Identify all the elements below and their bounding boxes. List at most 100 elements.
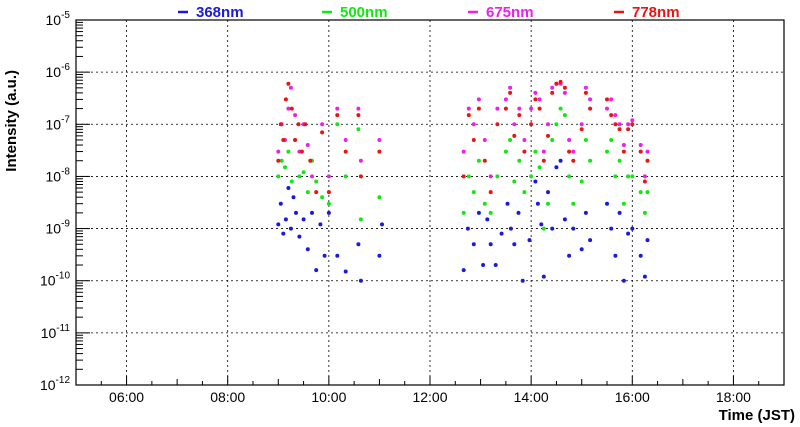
data-point-368nm [539, 222, 544, 227]
x-tick-label: 12:00 [412, 389, 447, 405]
data-point-500nm [558, 106, 563, 111]
data-point-500nm [326, 201, 331, 206]
data-point-368nm [380, 222, 384, 227]
data-point-500nm [508, 138, 513, 142]
data-point-675nm [517, 106, 522, 111]
data-point-368nm [493, 263, 498, 267]
data-point-500nm [554, 122, 559, 127]
data-point-778nm [283, 97, 288, 102]
data-point-675nm [522, 138, 527, 142]
data-point-675nm [335, 106, 340, 111]
data-point-675nm [571, 149, 576, 154]
data-point-675nm [326, 174, 331, 179]
data-point-368nm [485, 217, 490, 222]
data-point-778nm [621, 149, 626, 154]
data-point-778nm [503, 106, 508, 111]
x-tick-label: 06:00 [109, 389, 144, 405]
data-point-500nm [645, 190, 650, 195]
legend-label: 675nm [486, 4, 534, 21]
data-point-368nm [358, 278, 363, 283]
data-point-778nm [281, 138, 286, 142]
data-point-500nm [609, 138, 614, 142]
data-point-778nm [466, 113, 471, 118]
data-point-675nm [310, 174, 314, 179]
data-point-368nm [318, 222, 323, 227]
data-point-368nm [645, 238, 650, 243]
data-point-675nm [617, 122, 622, 127]
data-point-778nm [609, 113, 614, 118]
data-point-500nm [358, 217, 363, 222]
data-point-675nm [461, 149, 466, 154]
data-point-368nm [291, 195, 296, 200]
data-point-368nm [535, 201, 540, 206]
y-tick-labels: 10-12 10-11 10-10 10-9 10-8 10-7 10-6 10-5 [40, 10, 70, 393]
data-point-675nm [642, 174, 647, 179]
data-point-500nm [642, 210, 647, 215]
data-point-675nm [645, 149, 650, 154]
data-point-368nm [626, 231, 631, 236]
data-point-675nm [583, 85, 588, 90]
legend: 368nm 500nm 675nm 778nm [178, 4, 680, 21]
data-point-368nm [356, 242, 361, 247]
data-point-368nm [516, 210, 521, 215]
x-tick-label: 18:00 [716, 389, 751, 405]
data-point-500nm [630, 174, 635, 179]
grid [76, 20, 784, 385]
y-axis-title: Intensity (a.u.) [3, 70, 20, 172]
data-point-778nm [642, 179, 647, 184]
y-tick-label: 10-8 [46, 166, 71, 184]
data-point-368nm [310, 210, 314, 215]
data-point-368nm [297, 234, 302, 239]
data-point-778nm [605, 97, 609, 102]
data-point-368nm [288, 226, 293, 231]
data-point-368nm [377, 253, 382, 258]
data-point-778nm [276, 158, 281, 163]
data-point-675nm [567, 138, 572, 142]
data-point-675nm [276, 149, 281, 154]
data-point-675nm [537, 97, 542, 102]
data-point-778nm [482, 158, 487, 163]
data-point-500nm [335, 122, 340, 127]
data-point-500nm [495, 174, 500, 179]
data-point-368nm [294, 210, 298, 215]
y-tick-label: 10-10 [40, 271, 70, 289]
data-point-675nm [512, 122, 517, 127]
y-tick-label: 10-11 [41, 323, 71, 341]
data-point-675nm [495, 106, 500, 111]
data-point-368nm [283, 217, 288, 222]
data-point-368nm [613, 253, 618, 258]
data-point-675nm [588, 97, 593, 102]
data-point-368nm [335, 253, 340, 258]
data-point-675nm [562, 90, 567, 95]
data-point-368nm [638, 253, 643, 258]
data-point-675nm [533, 90, 538, 95]
data-point-778nm [335, 113, 340, 118]
data-point-500nm [488, 210, 493, 215]
data-point-500nm [621, 201, 626, 206]
data-point-778nm [630, 122, 635, 127]
data-point-675nm [550, 85, 555, 90]
data-point-500nm [617, 158, 622, 163]
data-point-675nm [471, 122, 476, 127]
y-tick-label: 10-5 [46, 10, 71, 28]
data-point-368nm [579, 247, 584, 252]
data-point-778nm [546, 133, 550, 138]
data-point-500nm [550, 138, 555, 142]
data-point-675nm [466, 106, 471, 111]
x-tick-labels: 06:00 08:00 10:00 12:00 14:00 16:00 18:00 [109, 389, 751, 405]
data-point-778nm [517, 113, 522, 118]
data-point-778nm [554, 81, 559, 86]
data-point-778nm [550, 90, 555, 95]
y-tick-label: 10-12 [40, 375, 70, 393]
data-point-778nm [314, 190, 319, 195]
data-point-368nm [567, 253, 572, 258]
data-point-368nm [571, 226, 576, 231]
data-point-368nm [527, 238, 532, 243]
data-point-778nm [495, 122, 500, 127]
data-point-675nm [377, 138, 382, 142]
data-point-368nm [505, 201, 510, 206]
data-point-500nm [343, 174, 348, 179]
data-point-368nm [605, 201, 609, 206]
data-point-500nm [517, 158, 522, 163]
data-point-368nm [588, 238, 593, 243]
